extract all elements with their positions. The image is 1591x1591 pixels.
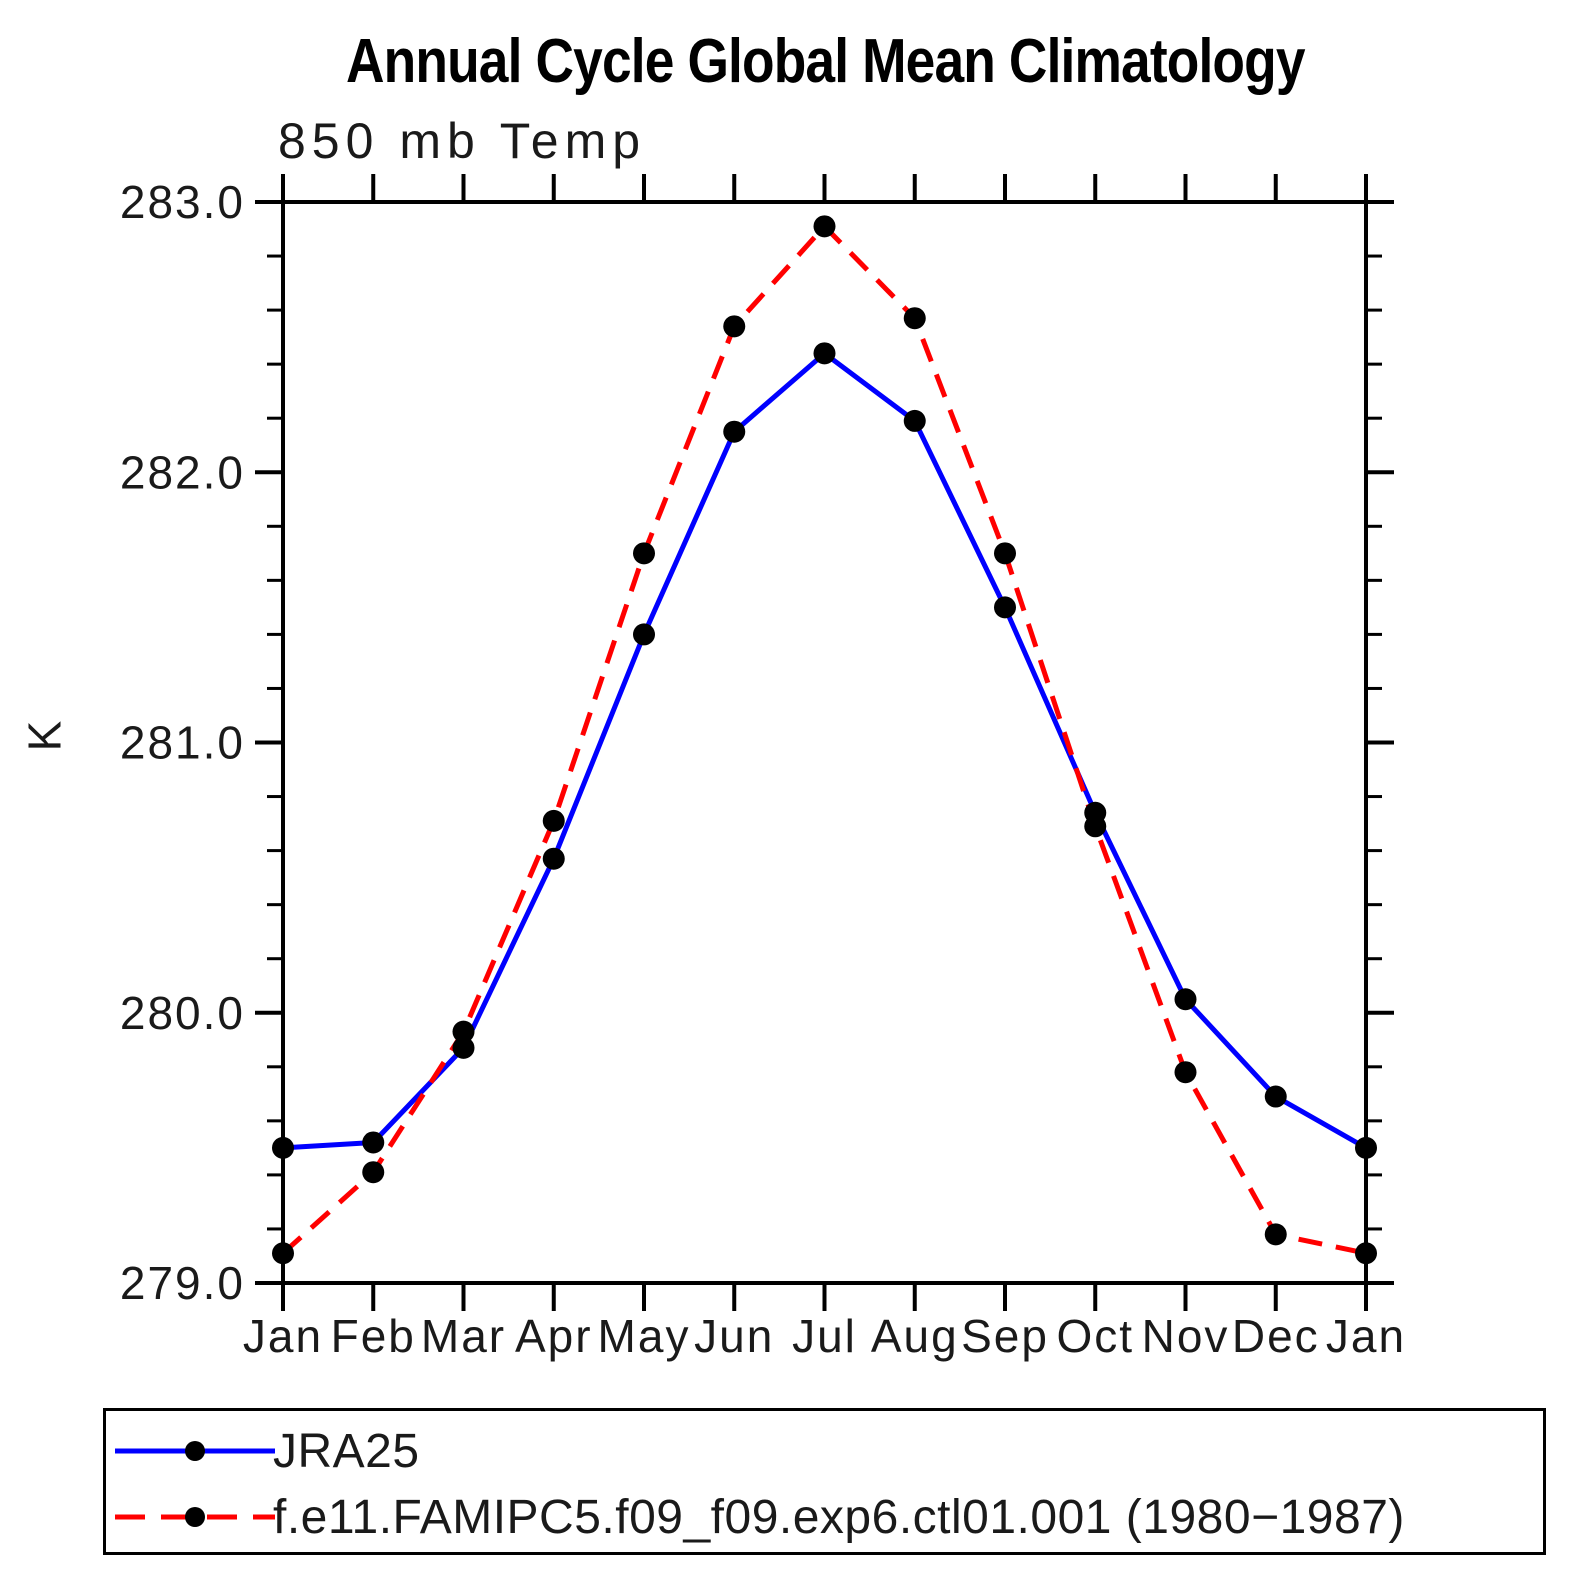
series-1-marker	[362, 1161, 385, 1184]
series-0-marker	[903, 409, 926, 432]
series-1-marker	[1084, 815, 1107, 838]
x-tick-label: Feb	[331, 1310, 416, 1362]
legend-row-model: f.e11.FAMIPC5.f09_f09.exp6.ctl01.001 (19…	[106, 1487, 1543, 1547]
x-tick-label: Oct	[1056, 1310, 1134, 1362]
legend-label-model: f.e11.FAMIPC5.f09_f09.exp6.ctl01.001 (19…	[273, 1491, 1405, 1544]
x-tick-label: Aug	[871, 1310, 959, 1362]
x-tick-label: Sep	[961, 1310, 1049, 1362]
series-1-marker	[723, 315, 746, 338]
x-tick-label: Jul	[792, 1310, 857, 1362]
legend-marker-dot	[185, 1507, 205, 1527]
y-tick-label: 279.0	[120, 1257, 245, 1309]
legend-box: JRA25 f.e11.FAMIPC5.f09_f09.exp6.ctl01.0…	[103, 1408, 1546, 1555]
y-tick-label: 280.0	[120, 987, 245, 1039]
legend-label-jra25: JRA25	[273, 1425, 420, 1478]
y-tick-label: 282.0	[120, 446, 245, 498]
series-0-marker	[1174, 988, 1197, 1011]
x-tick-label: Apr	[515, 1310, 593, 1362]
legend-sample-solid-line	[115, 1441, 275, 1461]
series-1-marker	[994, 542, 1016, 565]
legend-marker-dot	[185, 1441, 205, 1461]
x-tick-label: Jan	[1326, 1310, 1406, 1362]
chart-title: Annual Cycle Global Mean Climatology	[346, 27, 1305, 96]
series-1-marker	[1174, 1061, 1197, 1084]
series-0-marker	[994, 596, 1016, 619]
series-0-marker	[362, 1131, 385, 1154]
x-tick-label: Mar	[421, 1310, 506, 1362]
series-1-marker	[903, 307, 926, 330]
legend-row-jra25: JRA25	[106, 1421, 1543, 1481]
series-line-1	[281, 223, 1367, 1256]
series-0-marker	[633, 623, 655, 646]
series-1-marker	[813, 215, 836, 238]
x-tick-label: Nov	[1142, 1310, 1230, 1362]
y-tick-label: 281.0	[120, 717, 245, 769]
x-tick-label: Dec	[1232, 1310, 1320, 1362]
series-0-marker	[723, 420, 746, 443]
x-tick-label: May	[598, 1310, 691, 1362]
series-0-marker	[1355, 1136, 1377, 1159]
title-row: Annual Cycle Global Mean Climatology	[60, 27, 1591, 96]
series-0-marker	[452, 1036, 475, 1059]
y-tick-label: 283.0	[120, 176, 245, 228]
chart-subtitle: 850 mb Temp	[278, 113, 647, 169]
series-1-marker	[1264, 1223, 1287, 1246]
series-1-marker	[1355, 1242, 1377, 1265]
series-line-0	[282, 350, 1368, 1151]
series-0-marker	[1264, 1085, 1287, 1108]
series-1-marker	[452, 1020, 475, 1043]
series-1-marker	[272, 1242, 294, 1265]
series-1-marker	[633, 542, 655, 565]
series-1-marker	[542, 809, 565, 832]
x-tick-label: Jan	[243, 1310, 323, 1362]
legend-sample-dashed-line	[115, 1507, 275, 1527]
series-0-marker	[813, 342, 836, 365]
x-tick-label: Jun	[694, 1310, 774, 1362]
series-0-marker	[542, 847, 565, 870]
series-0-marker	[272, 1136, 294, 1159]
